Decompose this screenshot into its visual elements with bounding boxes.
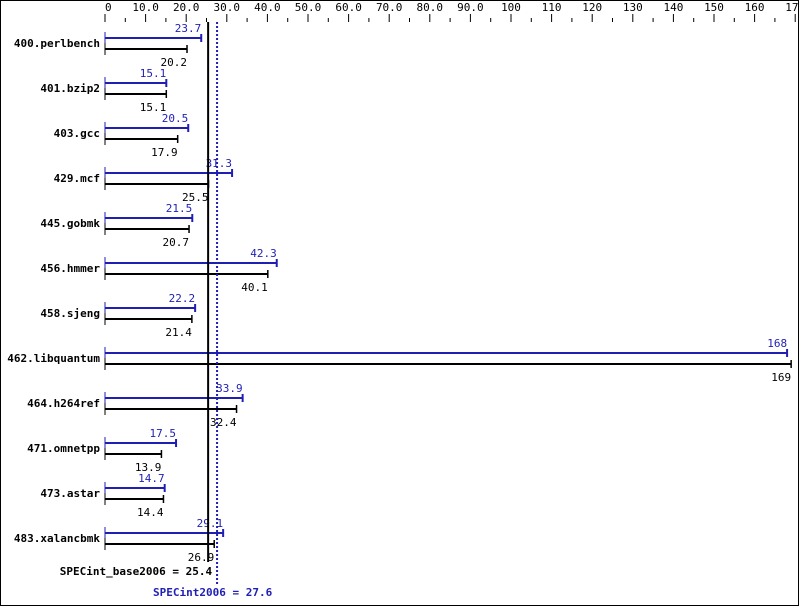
x-tick-label: 20.0: [173, 1, 200, 14]
x-tick-label: 150: [704, 1, 724, 14]
benchmark-label: 401.bzip2: [40, 82, 100, 95]
base-value-label: 32.4: [210, 416, 237, 429]
peak-value-label: 168: [767, 337, 787, 350]
x-tick-label: 90.0: [457, 1, 484, 14]
peak-value-label: 31.3: [206, 157, 233, 170]
x-tick-label: 130: [623, 1, 643, 14]
x-tick-label: 140: [663, 1, 683, 14]
base-value-label: 40.1: [241, 281, 268, 294]
x-tick-label: 10.0: [132, 1, 159, 14]
x-tick-label: 160: [745, 1, 765, 14]
peak-value-label: 17.5: [150, 427, 177, 440]
benchmark-label: 473.astar: [40, 487, 100, 500]
peak-value-label: 15.1: [140, 67, 167, 80]
benchmark-label: 403.gcc: [54, 127, 100, 140]
base-value-label: 17.9: [151, 146, 178, 159]
x-tick-label: 60.0: [335, 1, 362, 14]
base-value-label: 20.7: [163, 236, 190, 249]
x-tick-label: 30.0: [214, 1, 241, 14]
benchmark-label: 445.gobmk: [40, 217, 100, 230]
benchmark-label: 458.sjeng: [40, 307, 100, 320]
x-tick-label: 80.0: [417, 1, 444, 14]
benchmark-label: 471.omnetpp: [27, 442, 100, 455]
base-value-label: 26.9: [188, 551, 215, 564]
benchmark-label: 456.hmmer: [40, 262, 100, 275]
benchmark-label: 462.libquantum: [7, 352, 100, 365]
peak-value-label: 22.2: [169, 292, 196, 305]
x-tick-label: 50.0: [295, 1, 322, 14]
peak-value-label: 29.1: [197, 517, 224, 530]
base-value-label: 169: [771, 371, 791, 384]
peak-value-label: 23.7: [175, 22, 202, 35]
benchmark-label: 483.xalancbmk: [14, 532, 100, 545]
base-mean-label: SPECint_base2006 = 25.4: [60, 565, 213, 578]
peak-value-label: 42.3: [250, 247, 277, 260]
benchmark-label: 400.perlbench: [14, 37, 100, 50]
benchmark-label: 464.h264ref: [27, 397, 100, 410]
base-value-label: 15.1: [140, 101, 167, 114]
x-tick-label: 70.0: [376, 1, 403, 14]
x-tick-label: 120: [582, 1, 602, 14]
base-value-label: 21.4: [165, 326, 192, 339]
x-tick-label: 110: [542, 1, 562, 14]
base-value-label: 25.5: [182, 191, 209, 204]
x-tick-label: 40.0: [254, 1, 281, 14]
base-value-label: 14.4: [137, 506, 164, 519]
peak-mean-label: SPECint2006 = 27.6: [153, 586, 273, 599]
x-tick-label: 100: [501, 1, 521, 14]
peak-value-label: 14.7: [138, 472, 165, 485]
benchmark-label: 429.mcf: [54, 172, 100, 185]
base-value-label: 20.2: [161, 56, 188, 69]
x-tick-label: 170: [785, 1, 799, 14]
base-value-label: 13.9: [135, 461, 162, 474]
peak-value-label: 21.5: [166, 202, 193, 215]
x-tick-label: 0: [105, 1, 112, 14]
peak-value-label: 20.5: [162, 112, 189, 125]
peak-value-label: 33.9: [216, 382, 243, 395]
